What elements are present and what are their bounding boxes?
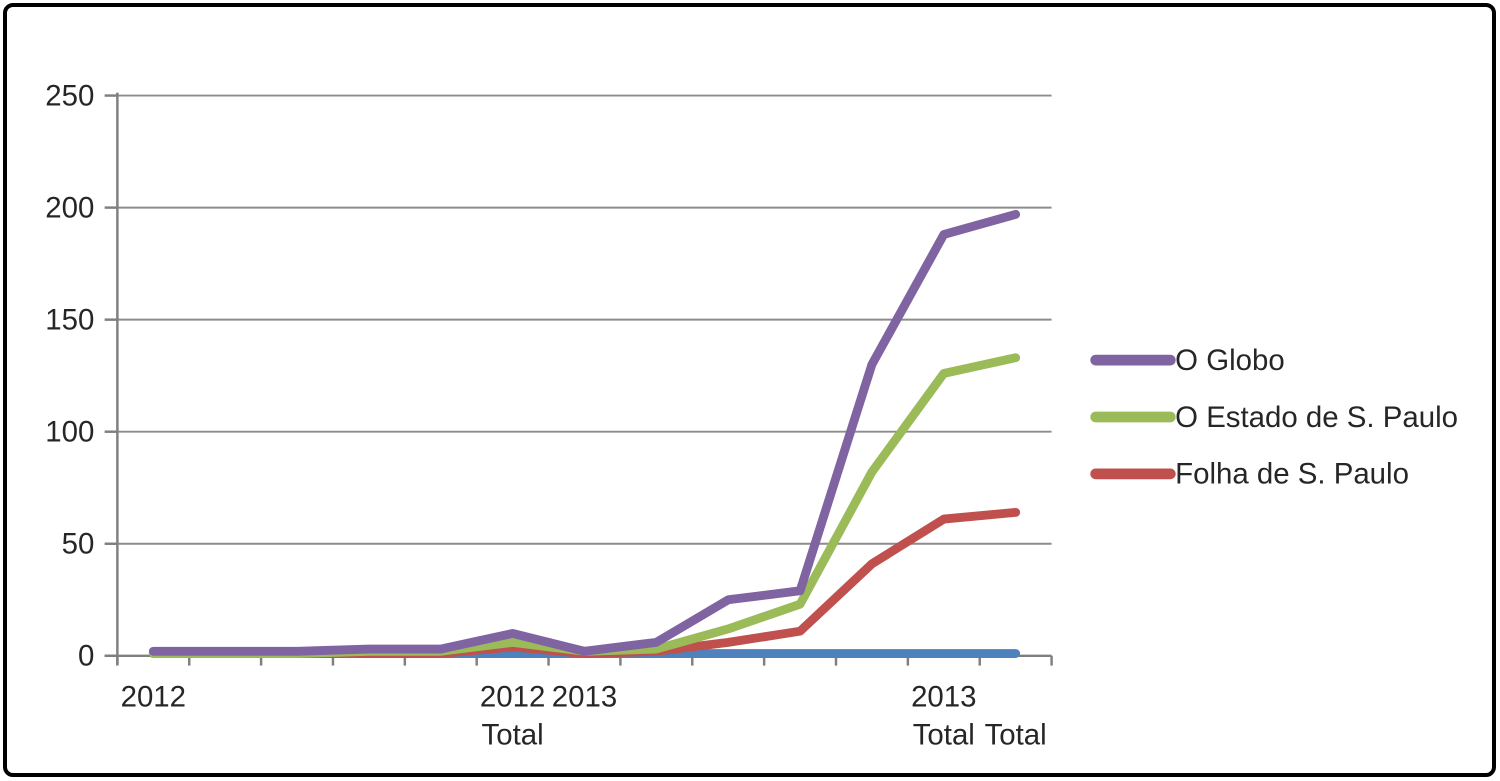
legend-label-o-globo: O Globo: [1175, 344, 1285, 377]
series-line-o-estado-de-s-paulo: [148, 353, 1021, 658]
legend-label-folha-de-s-paulo: Folha de S. Paulo: [1175, 458, 1409, 491]
series-line-o-globo: [148, 209, 1021, 656]
y-tick-label: 150: [45, 303, 94, 336]
x-tick-label: Total: [482, 719, 544, 752]
y-tick-label: 100: [45, 416, 94, 449]
x-tick-label: 2013: [911, 680, 976, 713]
x-tick-label: Total: [913, 719, 975, 752]
legend-label-o-estado-de-s-paulo: O Estado de S. Paulo: [1175, 401, 1458, 434]
x-tick-label: 2012: [121, 680, 186, 713]
y-tick-label: 0: [78, 640, 94, 673]
x-tick-label: Total: [985, 719, 1047, 752]
series-line-folha-de-s-paulo: [148, 507, 1021, 658]
chart-frame: 0 50 100 150 200 250 2012 2012 2013 2013 Total Tota…: [3, 3, 1496, 777]
x-tick-label: 2013: [552, 680, 617, 713]
y-tick-label: 250: [45, 79, 94, 112]
y-tick-label: 50: [62, 528, 95, 561]
x-tick-label: 2012: [480, 680, 545, 713]
y-tick-label: 200: [45, 191, 94, 224]
